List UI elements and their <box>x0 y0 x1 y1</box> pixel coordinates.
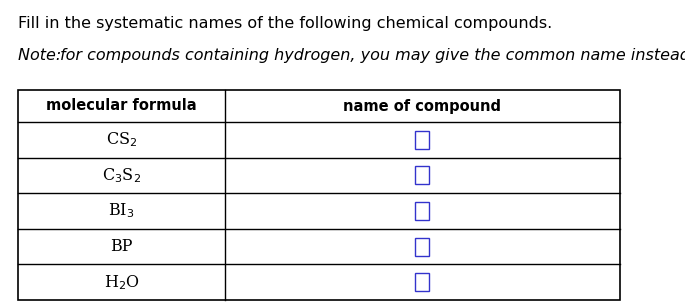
Text: BP: BP <box>110 238 133 255</box>
Text: CS$_2$: CS$_2$ <box>106 130 137 149</box>
Text: name of compound: name of compound <box>343 98 501 113</box>
Bar <box>416 131 429 149</box>
Text: C$_3$S$_2$: C$_3$S$_2$ <box>102 166 141 185</box>
Text: for compounds containing hydrogen, you may give the common name instead.: for compounds containing hydrogen, you m… <box>60 48 685 63</box>
Text: molecular formula: molecular formula <box>46 98 197 113</box>
Text: H$_2$O: H$_2$O <box>103 273 140 292</box>
Text: Note:: Note: <box>18 48 66 63</box>
Text: Fill in the systematic names of the following chemical compounds.: Fill in the systematic names of the foll… <box>18 16 552 31</box>
Bar <box>18 90 620 300</box>
Bar <box>416 202 429 220</box>
Text: BI$_3$: BI$_3$ <box>108 202 135 220</box>
Bar <box>416 273 429 291</box>
Bar <box>416 238 429 256</box>
Bar <box>416 166 429 185</box>
